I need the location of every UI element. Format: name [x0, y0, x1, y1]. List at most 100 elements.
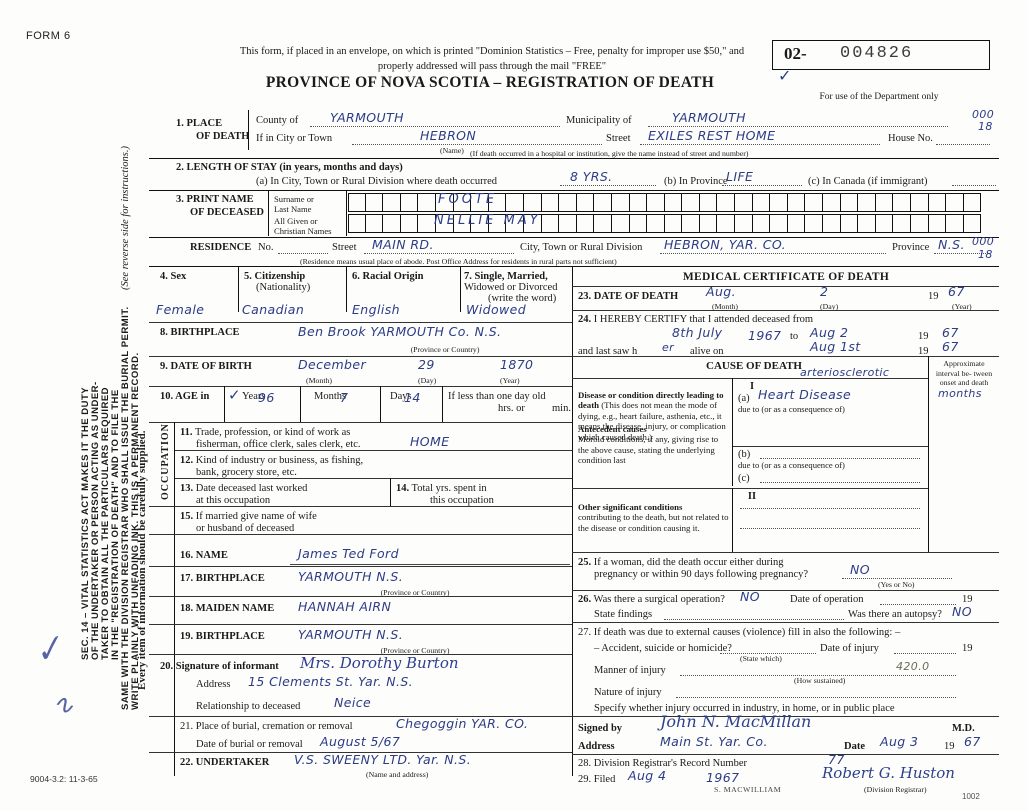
- if-in-city-label: If in City or Town: [256, 133, 333, 144]
- field-11-label: 11. Trade, profession, or kind of work a…: [180, 427, 351, 438]
- page-title: PROVINCE OF NOVA SCOTIA – REGISTRATION O…: [265, 74, 715, 91]
- cause-a-label: (a): [738, 393, 750, 404]
- field-20-rel-value: Neice: [334, 695, 372, 710]
- field-5-label: 5. Citizenship: [244, 271, 306, 282]
- date-year: 67: [964, 734, 981, 749]
- field-24-to-year: 67: [942, 325, 959, 340]
- age-hrs-label: hrs. or: [498, 403, 525, 414]
- street-label: Street: [606, 133, 631, 144]
- registration-number-box: [772, 40, 990, 70]
- registration-number: 004826: [840, 44, 914, 63]
- residence-city-value: HEBRON, YAR. CO.: [664, 237, 786, 252]
- county-of-label: County of: [256, 115, 299, 126]
- date-value: Aug 3: [880, 734, 919, 749]
- age-months-label: Months: [314, 391, 347, 402]
- field-19-value: YARMOUTH N.S.: [298, 627, 404, 642]
- residence-note: (Residence means usual place of abode. P…: [300, 257, 617, 266]
- field-24-to-label: to: [790, 331, 799, 342]
- careful-note: Every item of information should be care…: [136, 430, 148, 690]
- date-19: 19: [944, 741, 955, 752]
- field-29-signature: Robert G. Huston: [822, 764, 955, 782]
- date-label: Date: [844, 741, 865, 752]
- field-11-label-2: fisherman, office clerk, sales clerk, et…: [196, 439, 361, 450]
- cause-other-text: Other significant conditions contributing…: [578, 502, 729, 533]
- field-3-label: 3. PRINT NAME: [176, 194, 254, 205]
- field-3-label-2: OF DECEASED: [190, 207, 264, 218]
- field-27-line1: – Accident, suicide or homicide?: [594, 643, 732, 654]
- department-note: For use of the Department only: [819, 92, 939, 102]
- cause-antecedent-text: Antecedent causes Morbid conditions, if a…: [578, 424, 719, 466]
- street-value: EXILES REST HOME: [648, 128, 776, 143]
- cause-a-dueto: due to (or as a consequence of): [738, 404, 845, 414]
- field-29-sig-note: (Division Registrar): [864, 785, 927, 794]
- field-24-alive-year: 67: [942, 339, 959, 354]
- dod-year-value: 67: [948, 284, 965, 299]
- field-8-label: 8. BIRTHPLACE: [160, 327, 240, 338]
- dob-month-note: (Month): [306, 376, 332, 385]
- dod-day-value: 2: [820, 284, 829, 299]
- occupation-label: OCCUPATION: [160, 423, 171, 500]
- margin-note-18: 18: [978, 120, 993, 133]
- field-26-state-label: State findings: [594, 609, 653, 620]
- instructions-note: (See reverse side for instructions.): [120, 146, 131, 290]
- field-24-from-value: 8th July: [672, 325, 723, 340]
- field-2a-label: (a) In City, Town or Rural Division wher…: [256, 176, 497, 187]
- margin-note-000: 000: [972, 108, 995, 121]
- field-27-code: 420.0: [896, 660, 930, 673]
- address-value: Main St. Yar. Co.: [660, 734, 768, 749]
- field-24-lastsaw-suffix: er: [662, 341, 675, 354]
- age-less-label: If less than one day old: [448, 391, 546, 402]
- dod-day-note: (Day): [820, 302, 839, 311]
- field-21-value: Chegoggin YAR. CO.: [396, 716, 529, 731]
- cause-a-value: Heart Disease: [758, 387, 852, 402]
- form-number: FORM 6: [26, 30, 71, 42]
- address-label: Address: [578, 741, 615, 752]
- field-25-value: NO: [850, 562, 870, 577]
- field-11-value: HOME: [410, 434, 450, 449]
- field-24-from-year: 1967: [748, 328, 782, 343]
- field-7-sub2: (write the word): [488, 293, 557, 304]
- residence-prov-label: Province: [892, 242, 930, 253]
- field-26-19: 19: [962, 594, 973, 605]
- dod-month-value: Aug.: [706, 284, 736, 299]
- field-24-to-value: Aug 2: [810, 325, 849, 340]
- field-29-date: Aug 4: [628, 768, 667, 783]
- field-2a-value: 8 YRS.: [570, 169, 613, 184]
- field-27-nature-label: Nature of injury: [594, 687, 662, 698]
- field-24-alive-value: Aug 1st: [810, 339, 861, 354]
- dod-19-label: 19: [928, 291, 939, 302]
- field-10-label: 10. AGE in: [160, 391, 210, 402]
- age-months-value: 7: [340, 390, 349, 405]
- field-24-alive-19: 19: [918, 346, 929, 357]
- field-24-label: 24. I HEREBY CERTIFY that I attended dec…: [578, 314, 814, 325]
- field-27-how-sustained: (How sustained): [794, 676, 846, 685]
- margin-scrawl-2: ∿: [49, 688, 77, 722]
- surname-value: FOOTE: [438, 192, 498, 207]
- dob-year-note: (Year): [500, 376, 520, 385]
- field-14-label-2: this occupation: [430, 495, 494, 506]
- field-29-year: 1967: [706, 770, 740, 785]
- field-26-autopsy-value: NO: [952, 604, 972, 619]
- dob-year-value: 1870: [500, 357, 534, 372]
- field-7-label: 7. Single, Married,: [464, 271, 548, 282]
- dob-day-note: (Day): [418, 376, 437, 385]
- field-2-label: 2. LENGTH OF STAY (in years, months and …: [176, 162, 403, 173]
- residence-street-value: MAIN RD.: [372, 237, 434, 252]
- field-22-label: 22. UNDERTAKER: [180, 757, 270, 768]
- field-13-label: 13. Date deceased last worked: [180, 483, 308, 494]
- signed-by-value: John N. MacMillan: [660, 712, 812, 731]
- field-14-label: 14. Total yrs. spent in: [396, 483, 487, 494]
- cause-a-top-value: arteriosclerotic: [800, 366, 890, 379]
- field-27-label: 27. If death was due to external causes …: [578, 627, 901, 638]
- field-26-value: NO: [740, 589, 760, 604]
- surname-label-2: Last Name: [274, 204, 312, 214]
- field-22-note: (Name and address): [366, 770, 429, 779]
- cause-b-dueto: due to (or as a consequence of): [738, 460, 845, 470]
- field-6-label: 6. Racial Origin: [352, 271, 424, 282]
- field-21-date-value: August 5/67: [320, 734, 401, 749]
- field-21-date-label: Date of burial or removal: [196, 739, 303, 750]
- field-27-19: 19: [962, 643, 973, 654]
- field-17-value: YARMOUTH N.S.: [298, 569, 404, 584]
- field-9-label: 9. DATE OF BIRTH: [160, 361, 252, 372]
